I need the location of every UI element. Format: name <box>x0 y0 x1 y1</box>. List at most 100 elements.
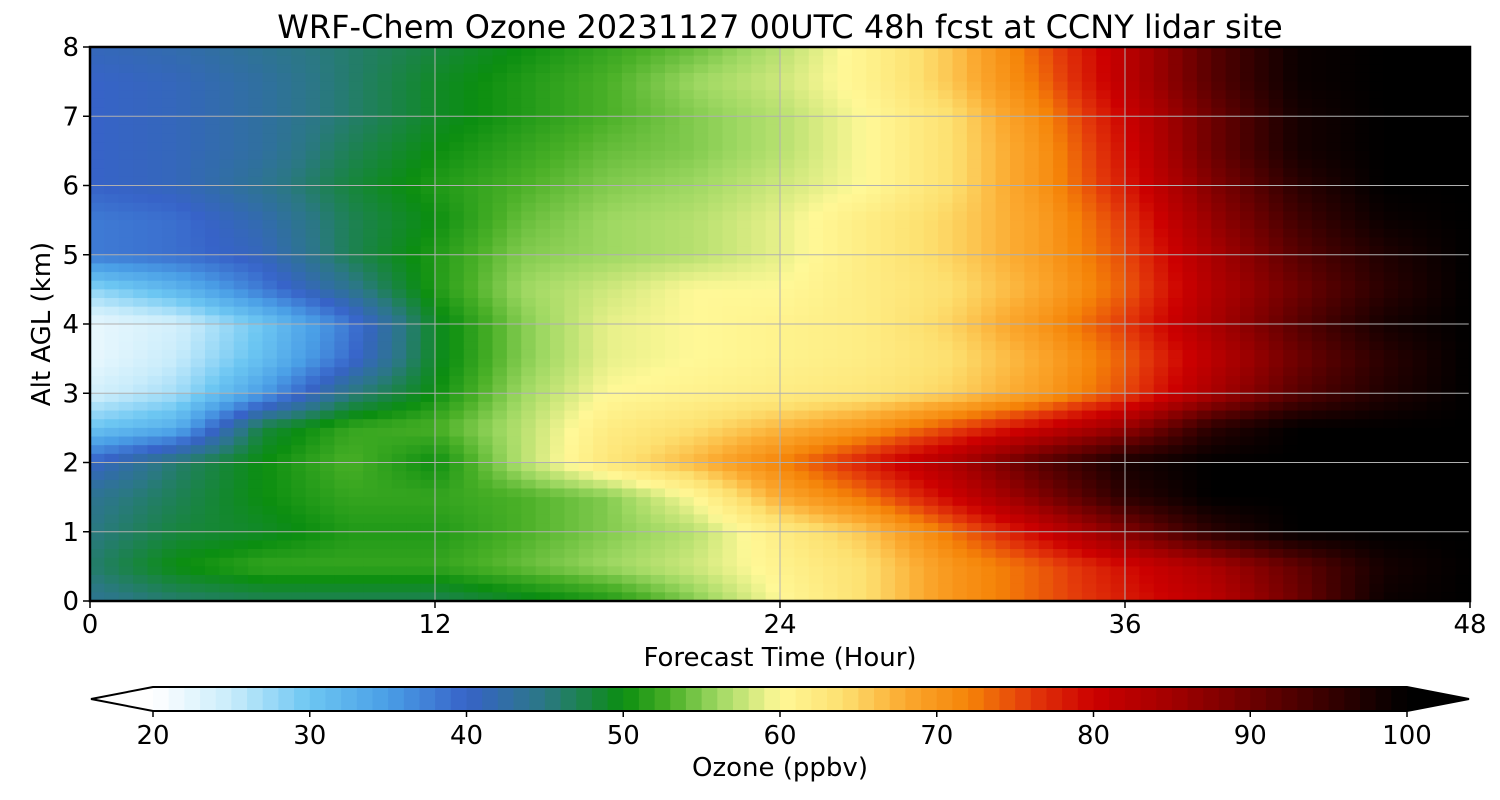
ozone-cell <box>851 142 867 152</box>
ozone-cell <box>1254 367 1270 377</box>
ozone-cell <box>535 358 551 368</box>
ozone-cell <box>564 419 580 429</box>
ozone-cell <box>1225 246 1241 256</box>
ozone-cell <box>823 150 839 161</box>
ozone-cell <box>938 124 954 135</box>
ozone-cell <box>363 98 379 109</box>
ozone-cell <box>90 315 105 325</box>
ozone-cell <box>1081 462 1097 472</box>
ozone-cell <box>1340 453 1356 464</box>
ozone-cell <box>1254 246 1270 256</box>
ozone-cell <box>1067 367 1083 377</box>
ozone-cell <box>708 410 724 420</box>
ozone-cell <box>1340 47 1356 57</box>
ozone-cell <box>621 107 637 117</box>
ozone-cell <box>205 341 220 351</box>
ozone-cell <box>708 358 724 368</box>
ozone-cell <box>851 90 867 100</box>
ozone-cell <box>650 393 666 403</box>
ozone-cell <box>837 315 853 325</box>
ozone-cell <box>650 254 666 265</box>
ozone-cell <box>679 185 695 195</box>
ozone-cell <box>478 211 494 221</box>
ozone-cell <box>1311 453 1327 464</box>
ozone-cell <box>147 358 163 368</box>
ozone-cell <box>104 427 120 438</box>
ozone-cell <box>276 228 292 239</box>
ozone-cell <box>1297 107 1313 117</box>
ozone-cell <box>463 298 479 308</box>
ozone-cell <box>1010 289 1025 299</box>
ozone-cell <box>1283 185 1299 195</box>
ozone-cell <box>348 375 364 386</box>
ozone-cell <box>420 384 436 394</box>
ozone-cell <box>1426 202 1442 213</box>
ozone-cell <box>966 479 982 490</box>
ozone-cell <box>1455 168 1470 178</box>
ozone-cell <box>1326 176 1342 187</box>
ozone-cell <box>1225 47 1241 57</box>
ozone-cell <box>1355 124 1370 135</box>
ozone-cell <box>535 324 551 334</box>
ozone-cell <box>262 332 278 342</box>
ozone-cell <box>1211 98 1227 109</box>
ozone-cell <box>377 237 393 247</box>
ozone-cell <box>780 419 795 429</box>
ozone-cell <box>1369 202 1385 213</box>
ozone-cell <box>837 306 853 316</box>
ozone-cell <box>233 211 249 221</box>
ozone-cell <box>262 280 278 290</box>
ozone-cell <box>1412 358 1428 368</box>
ozone-cell <box>1326 194 1342 204</box>
ozone-cell <box>1067 133 1083 143</box>
ozone-cell <box>909 90 925 100</box>
ozone-cell <box>133 194 149 204</box>
ozone-cell <box>1125 228 1140 239</box>
ozone-cell <box>1081 116 1097 126</box>
ozone-cell <box>1369 55 1385 65</box>
ozone-cell <box>363 263 379 273</box>
ozone-cell <box>1182 64 1198 74</box>
ozone-cell <box>420 211 436 221</box>
ozone-cell <box>521 90 537 100</box>
ozone-cell <box>104 81 120 91</box>
ozone-cell <box>147 436 163 446</box>
ozone-cell <box>564 168 580 178</box>
ozone-cell <box>1182 419 1198 429</box>
ozone-cell <box>1441 202 1457 213</box>
ozone-cell <box>564 194 580 204</box>
ozone-cell <box>837 367 853 377</box>
ozone-cell <box>808 107 824 117</box>
ozone-cell <box>837 280 853 290</box>
ozone-cell <box>176 159 192 169</box>
ozone-cell <box>550 298 565 308</box>
ozone-cell <box>722 272 738 282</box>
ozone-cell <box>1010 298 1025 308</box>
ozone-cell <box>248 367 264 377</box>
ozone-cell <box>1196 124 1212 135</box>
ozone-cell <box>866 306 882 316</box>
ozone-cell <box>794 289 810 299</box>
ozone-cell <box>334 298 350 308</box>
ozone-cell <box>463 254 479 265</box>
ozone-cell <box>521 462 537 472</box>
ozone-cell <box>1398 419 1414 429</box>
ozone-cell <box>219 349 235 360</box>
ozone-cell <box>1240 237 1255 247</box>
ozone-cell <box>1225 445 1241 455</box>
ozone-cell <box>147 410 163 420</box>
ozone-cell <box>650 220 666 230</box>
ozone-cell <box>363 315 379 325</box>
ozone-cell <box>1383 427 1399 438</box>
ozone-cell <box>1125 306 1140 316</box>
ozone-cell <box>1412 315 1428 325</box>
ozone-cell <box>1110 237 1126 247</box>
ozone-cell <box>866 142 882 152</box>
ozone-cell <box>535 64 551 74</box>
ozone-cell <box>1240 427 1255 438</box>
ozone-cell <box>1067 419 1083 429</box>
ozone-cell <box>837 237 853 247</box>
ozone-cell <box>564 341 580 351</box>
ozone-cell <box>1268 393 1284 403</box>
ozone-cell <box>578 47 594 57</box>
